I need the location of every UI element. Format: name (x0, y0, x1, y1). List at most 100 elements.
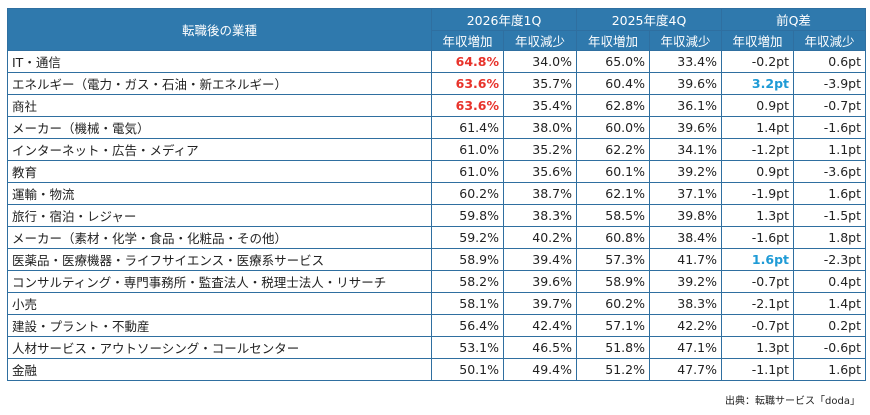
table-row: 建設・プラント・不動産 56.4% 42.4% 57.1% 42.2% -0.7pt 0.2… (7, 314, 866, 337)
value-cell: 37.1% (649, 182, 722, 205)
value-cell: 38.3% (503, 204, 577, 227)
value-cell: 0.9pt (721, 160, 794, 183)
value-cell: 46.5% (503, 336, 577, 359)
value-cell: 0.9pt (721, 94, 794, 117)
value-cell: 58.9% (431, 248, 504, 271)
value-cell: 0.2pt (793, 314, 866, 337)
value-cell: 35.7% (503, 72, 577, 95)
value-cell: 39.2% (649, 160, 722, 183)
value-cell: 62.2% (576, 138, 650, 161)
source-note: 出典：転職サービス「doda」 (725, 396, 860, 407)
industry-label: 金融 (7, 358, 432, 381)
table-row: エネルギー（電力・ガス・石油・新エネルギー） 63.6% 35.7% 60.4% 39.… (7, 72, 866, 95)
industry-label: 建設・プラント・不動産 (7, 314, 432, 337)
industry-label: 旅行・宿泊・レジャー (7, 204, 432, 227)
value-cell: 1.3pt (721, 204, 794, 227)
industry-label: メーカー（素材・化学・食品・化粧品・その他） (7, 226, 432, 249)
table-row: 運輸・物流 60.2% 38.7% 62.1% 37.1% -1.9pt 1.6pt (7, 182, 866, 205)
value-cell: 38.4% (649, 226, 722, 249)
industry-label: 医薬品・医療機器・ライフサイエンス・医療系サービス (7, 248, 432, 271)
industry-label: 運輸・物流 (7, 182, 432, 205)
value-cell: 60.2% (431, 182, 504, 205)
value-cell: 65.0% (576, 50, 650, 73)
value-cell: 47.1% (649, 336, 722, 359)
value-cell: -3.6pt (793, 160, 866, 183)
value-cell: -2.3pt (793, 248, 866, 271)
value-cell: 47.7% (649, 358, 722, 381)
value-cell: 39.7% (503, 292, 577, 315)
value-cell: 1.4pt (793, 292, 866, 315)
value-cell: 61.0% (431, 160, 504, 183)
industry-label: IT・通信 (7, 50, 432, 73)
value-cell: 59.2% (431, 226, 504, 249)
table-row: 旅行・宿泊・レジャー 59.8% 38.3% 58.5% 39.8% 1.3pt -1.5p… (7, 204, 866, 227)
value-cell: -1.2pt (721, 138, 794, 161)
table-row: 人材サービス・アウトソーシング・コールセンター 53.1% 46.5% 51.8% 47… (7, 336, 866, 359)
value-cell: -3.9pt (793, 72, 866, 95)
value-cell: 38.3% (649, 292, 722, 315)
value-cell: 53.1% (431, 336, 504, 359)
header-row-sub: 年収増加 年収減少 年収増加 年収減少 年収増加 年収減少 (8, 30, 866, 51)
value-cell: 34.0% (503, 50, 577, 73)
value-cell: 35.2% (503, 138, 577, 161)
value-cell: -1.9pt (721, 182, 794, 205)
value-cell: 64.8% (431, 50, 504, 73)
value-cell: 61.4% (431, 116, 504, 139)
value-cell: 1.6pt (793, 358, 866, 381)
industry-label: 商社 (7, 94, 432, 117)
value-cell: 62.8% (576, 94, 650, 117)
value-cell: 39.6% (649, 72, 722, 95)
group-header-2026-1q: 2026年度1Q (431, 8, 577, 31)
value-cell: 60.8% (576, 226, 650, 249)
value-cell: 56.4% (431, 314, 504, 337)
value-cell: 1.1pt (793, 138, 866, 161)
value-cell: 51.2% (576, 358, 650, 381)
value-cell: 1.4pt (721, 116, 794, 139)
value-cell: 39.6% (503, 270, 577, 293)
value-cell: 0.6pt (793, 50, 866, 73)
value-cell: 42.4% (503, 314, 577, 337)
value-cell: 60.1% (576, 160, 650, 183)
table-row: 医薬品・医療機器・ライフサイエンス・医療系サービス 58.9% 39.4% 57.3%… (7, 248, 866, 271)
value-cell: 40.2% (503, 226, 577, 249)
value-cell: 58.9% (576, 270, 650, 293)
value-cell: 50.1% (431, 358, 504, 381)
sub-header-increase: 年収増加 (431, 30, 504, 51)
value-cell: 35.6% (503, 160, 577, 183)
sub-header-decrease: 年収減少 (793, 30, 866, 51)
industry-label: メーカー（機械・電気） (7, 116, 432, 139)
value-cell: 57.1% (576, 314, 650, 337)
sub-header-increase: 年収増加 (576, 30, 650, 51)
industry-salary-table: 転職後の業種 2026年度1Q 2025年度4Q 前Q差 年収増加 年収減少 年… (7, 8, 866, 381)
table-row: メーカー（素材・化学・食品・化粧品・その他） 59.2% 40.2% 60.8% 38.… (7, 226, 866, 249)
table-row: コンサルティング・専門事務所・監査法人・税理士法人・リサーチ 58.2% 39.6%… (7, 270, 866, 293)
value-cell: 57.3% (576, 248, 650, 271)
industry-label: 人材サービス・アウトソーシング・コールセンター (7, 336, 432, 359)
table-row: 金融 50.1% 49.4% 51.2% 47.7% -1.1pt 1.6pt (7, 358, 866, 381)
table-row: インターネット・広告・メディア 61.0% 35.2% 62.2% 34.1% -1.2p… (7, 138, 866, 161)
value-cell: 58.1% (431, 292, 504, 315)
group-header-diff: 前Q差 (721, 8, 866, 31)
table-row: 商社 63.6% 35.4% 62.8% 36.1% 0.9pt -0.7pt (7, 94, 866, 117)
value-cell: 39.4% (503, 248, 577, 271)
value-cell: -1.1pt (721, 358, 794, 381)
header-row-groups: 転職後の業種 2026年度1Q 2025年度4Q 前Q差 (7, 8, 866, 51)
value-cell: 49.4% (503, 358, 577, 381)
value-cell: -1.6pt (721, 226, 794, 249)
value-cell: 60.2% (576, 292, 650, 315)
value-cell: 59.8% (431, 204, 504, 227)
value-cell: 0.4pt (793, 270, 866, 293)
value-cell: 39.6% (649, 116, 722, 139)
value-cell: 60.4% (576, 72, 650, 95)
value-cell: -0.6pt (793, 336, 866, 359)
value-cell: 58.2% (431, 270, 504, 293)
table-row: メーカー（機械・電気） 61.4% 38.0% 60.0% 39.6% 1.4pt -1.6… (7, 116, 866, 139)
industry-label: コンサルティング・専門事務所・監査法人・税理士法人・リサーチ (7, 270, 432, 293)
value-cell: 36.1% (649, 94, 722, 117)
value-cell: 1.6pt (721, 248, 794, 271)
sub-header-decrease: 年収減少 (649, 30, 722, 51)
industry-label: エネルギー（電力・ガス・石油・新エネルギー） (7, 72, 432, 95)
group-header-2025-4q: 2025年度4Q (576, 8, 722, 31)
sub-header-increase: 年収増加 (721, 30, 794, 51)
industry-label: 小売 (7, 292, 432, 315)
